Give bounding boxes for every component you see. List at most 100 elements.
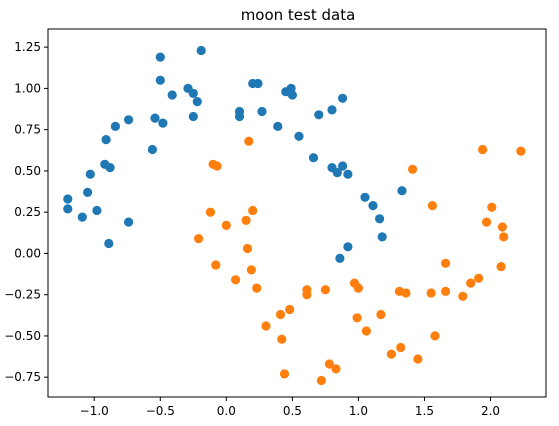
x-tick-label: −1.0 [80,404,109,418]
data-point-series-0 [150,113,160,123]
x-tick-label: −0.5 [146,404,175,418]
data-point-series-1 [246,265,256,275]
data-point-series-0 [192,97,202,107]
data-point-series-1 [275,309,286,320]
data-point-series-0 [257,106,267,117]
data-point-series-1 [279,369,290,379]
data-point-series-0 [188,88,198,98]
data-point-series-0 [332,168,342,178]
data-point-series-0 [377,232,387,242]
data-point-series-0 [375,214,385,224]
data-point-series-1 [352,313,362,323]
data-point-series-1 [331,364,341,374]
data-point-series-1 [248,205,258,216]
data-point-series-1 [516,146,526,156]
data-point-series-1 [241,215,251,225]
data-point-series-0 [327,105,337,115]
data-point-series-1 [426,288,436,298]
data-point-series-1 [482,217,492,227]
data-point-series-0 [287,90,297,100]
chart-title: moon test data [241,6,356,24]
plot-area [48,29,546,397]
data-point-series-1 [386,349,396,359]
data-point-series-0 [196,45,206,56]
y-tick-label: −0.75 [4,370,41,384]
data-point-series-0 [155,52,165,62]
data-point-series-0 [167,90,177,100]
data-point-series-1 [441,258,451,268]
data-point-series-1 [474,273,484,283]
data-point-series-1 [212,161,222,171]
data-point-series-0 [397,186,407,196]
data-point-series-0 [343,242,353,252]
data-point-series-0 [77,212,87,222]
data-point-series-0 [368,201,378,211]
data-point-series-1 [496,262,506,272]
x-axis: −1.0 −0.5 0.0 0.5 1.0 1.5 2.0 [80,397,500,418]
data-point-series-0 [105,163,115,173]
data-point-series-0 [63,204,73,214]
data-point-series-0 [110,121,120,131]
axes-frame [47,28,547,398]
data-point-series-0 [188,111,198,122]
data-point-series-1 [324,359,334,369]
data-point-series-1 [277,334,287,344]
data-point-series-1 [244,136,254,146]
x-tick-label: 2.0 [481,404,500,418]
data-point-series-1 [430,331,440,341]
data-point-series-1 [285,304,295,315]
data-point-series-1 [361,326,371,336]
points-layer [63,45,526,386]
y-tick-label: −0.50 [4,329,41,343]
y-tick-label: 1.00 [14,81,41,95]
x-tick-label: 1.0 [349,404,368,418]
data-point-series-0 [273,121,283,131]
data-point-series-1 [211,260,221,270]
x-tick-label: 0.5 [283,404,302,418]
data-point-series-1 [427,201,437,211]
data-point-series-0 [234,111,245,122]
data-point-series-1 [320,285,330,295]
y-tick-label: −0.25 [4,288,41,302]
x-tick-label: 0.0 [217,404,236,418]
data-point-series-0 [147,144,157,155]
data-point-series-0 [314,110,324,120]
data-point-series-1 [396,342,406,353]
data-point-series-1 [242,243,253,254]
y-axis: −0.75 −0.50 −0.25 0.00 0.25 0.50 0.75 1.00 1.25 [4,40,48,384]
data-point-series-1 [401,288,411,298]
data-point-series-0 [83,187,93,197]
data-point-series-0 [338,161,348,171]
data-point-series-1 [252,283,262,293]
data-point-series-0 [101,135,111,145]
data-point-series-1 [458,291,468,301]
data-point-series-1 [302,290,312,300]
data-point-series-1 [487,202,497,212]
data-point-series-0 [335,253,345,263]
data-point-series-0 [63,194,73,204]
data-point-series-0 [155,75,165,85]
data-point-series-1 [499,232,509,242]
y-tick-label: 0.25 [14,205,41,219]
data-point-series-0 [253,78,263,89]
data-point-series-0 [124,115,134,125]
data-point-series-1 [408,164,418,174]
data-point-series-0 [343,169,353,179]
data-point-series-0 [104,238,114,249]
data-point-series-1 [205,207,216,217]
data-point-series-0 [308,153,319,163]
data-point-series-0 [294,131,304,141]
y-tick-label: 1.25 [14,40,41,54]
data-point-series-0 [158,118,168,128]
x-tick-label: 1.5 [415,404,434,418]
y-tick-label: 0.75 [14,123,41,137]
data-point-series-1 [441,286,451,296]
data-point-series-0 [338,93,348,103]
data-point-series-1 [413,354,423,364]
data-point-series-0 [124,217,134,227]
data-point-series-1 [353,283,363,293]
data-point-series-1 [497,222,507,232]
data-point-series-1 [231,275,241,285]
data-point-series-0 [85,169,95,179]
